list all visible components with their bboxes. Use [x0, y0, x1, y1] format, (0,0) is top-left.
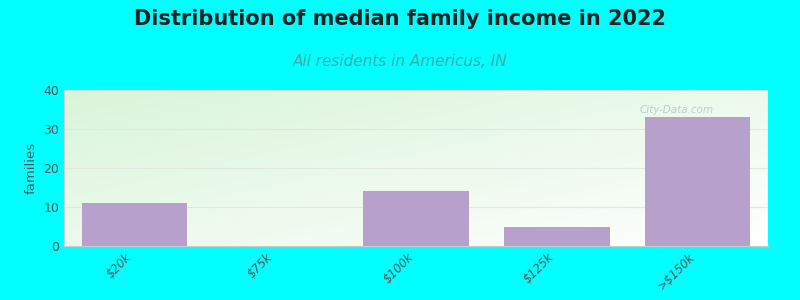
Text: Distribution of median family income in 2022: Distribution of median family income in … — [134, 9, 666, 29]
Text: City-Data.com: City-Data.com — [639, 105, 714, 115]
Bar — [645, 117, 750, 246]
Bar — [504, 226, 610, 246]
Bar — [82, 203, 187, 246]
Bar — [363, 191, 469, 246]
Y-axis label: families: families — [25, 142, 38, 194]
Text: All residents in Americus, IN: All residents in Americus, IN — [293, 54, 507, 69]
